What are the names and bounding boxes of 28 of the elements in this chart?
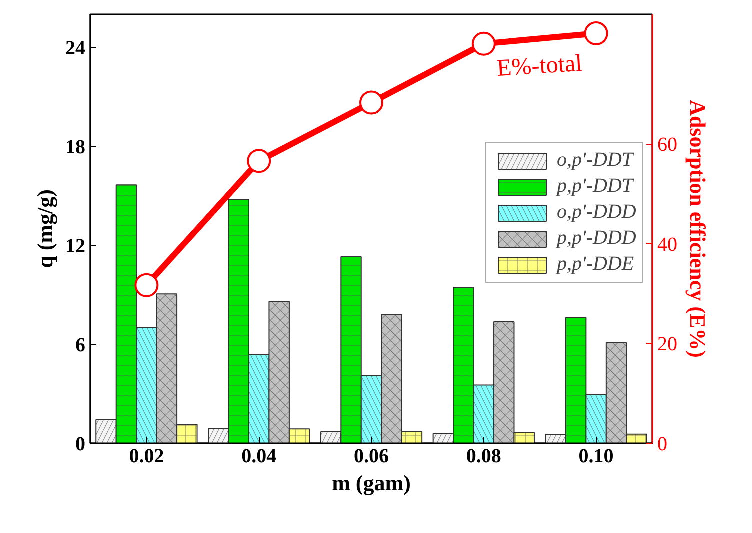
y2-axis-title: Adsorption efficiency (E%) [686, 100, 710, 358]
legend-label: o,p′-DDD [557, 201, 636, 224]
y-tick-label: 6 [76, 334, 86, 356]
y-tick-label: 18 [66, 136, 86, 158]
x-tick-label: 0.10 [578, 446, 614, 468]
point [360, 90, 384, 115]
point [247, 149, 272, 174]
point [134, 273, 159, 298]
x-tick-label: 0.08 [466, 446, 502, 468]
x-axis-title: m (gam) [332, 470, 411, 496]
y2-tick-label: 60 [658, 134, 678, 156]
point [472, 32, 496, 56]
legend-label: p,p′-DDT [557, 175, 634, 198]
y-axis-title: q (mg/g) [32, 190, 58, 268]
series-label: E%-total [496, 50, 584, 82]
y2-tick-label: 0 [658, 434, 668, 456]
legend-label: p,p′-DDE [557, 253, 634, 276]
x-tick-label: 0.06 [354, 446, 389, 468]
y-tick-label: 24 [66, 38, 86, 60]
legend-label: o,p′-DDT [557, 149, 634, 172]
y-tick-label: 0 [76, 434, 86, 456]
legend-label: p,p′-DDD [557, 227, 636, 250]
x-tick-label: 0.02 [129, 446, 164, 468]
point [584, 21, 608, 46]
y-tick-label: 12 [66, 236, 86, 258]
y2-tick-label: 40 [658, 234, 678, 256]
x-tick-label: 0.04 [242, 446, 277, 468]
y2-tick-label: 20 [658, 334, 678, 356]
